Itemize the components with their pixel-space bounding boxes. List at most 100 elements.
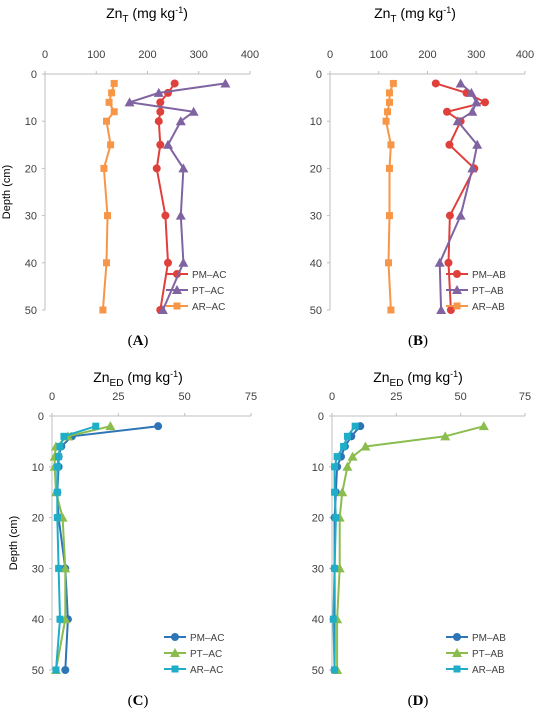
panel-label-close: ) <box>143 693 148 709</box>
title-main: Zn <box>374 5 390 21</box>
x-tick-label: 0 <box>329 391 335 403</box>
data-point <box>342 461 353 471</box>
y-tick-label: 0 <box>316 69 322 81</box>
panel-label: (C) <box>128 693 149 709</box>
data-point <box>175 210 186 220</box>
legend-label: PT–AB <box>472 649 504 660</box>
legend-item: AR–AB <box>446 665 505 676</box>
panel-label: (B) <box>408 333 428 349</box>
data-point <box>466 87 477 97</box>
data-point <box>175 116 186 126</box>
data-point <box>333 453 341 461</box>
data-point <box>452 116 463 126</box>
y-tick-label: 10 <box>310 116 322 128</box>
data-point <box>55 453 63 461</box>
y-axis-label: Depth (cm) <box>8 516 20 570</box>
y-tick-label: 0 <box>31 69 37 81</box>
legend-marker <box>452 648 462 657</box>
data-point <box>471 97 482 107</box>
data-point <box>157 305 168 314</box>
legend-item: PM–AC <box>164 633 224 644</box>
data-point <box>156 107 165 116</box>
title-unit-close: ) <box>451 5 456 21</box>
y-tick-label: 40 <box>312 614 324 626</box>
legend-marker <box>170 648 180 657</box>
y-tick-label: 20 <box>312 513 324 525</box>
legend-marker <box>453 270 461 278</box>
title-unit-superscript: -1 <box>170 369 178 379</box>
legend-label: PT–AC <box>190 649 222 660</box>
panel-label-open: ( <box>408 693 413 709</box>
data-point <box>445 140 454 149</box>
legend-label: PM–AB <box>472 270 506 281</box>
data-point <box>178 257 189 267</box>
x-tick-label: 0 <box>42 49 48 61</box>
chart-panel-a: ZnT (mg kg-1) 0 100 200 300 400 0 10 20 30 40 50 Dep… <box>1 5 259 349</box>
data-point <box>385 164 393 172</box>
title-unit-superscript: -1 <box>450 369 458 379</box>
panel-label: (A) <box>128 333 149 349</box>
series-line <box>336 425 485 670</box>
y-tick-label: 50 <box>32 665 44 677</box>
x-tick-label: 200 <box>418 49 436 61</box>
chart-title: ZnED (mg kg-1) <box>93 369 183 389</box>
data-point <box>385 212 393 220</box>
series-pt-ab <box>434 78 483 314</box>
series-pt-ac <box>124 78 231 314</box>
legend-marker <box>173 302 181 310</box>
data-point <box>107 141 115 149</box>
legend-item: PT–AC <box>166 285 224 297</box>
y-tick-label: 20 <box>25 163 37 175</box>
data-point <box>92 422 100 430</box>
data-point <box>389 79 397 87</box>
legend-marker <box>453 665 461 673</box>
data-point <box>337 487 348 497</box>
legend-marker <box>453 633 461 641</box>
data-point <box>188 106 199 116</box>
title-unit: (mg kg <box>123 369 170 385</box>
data-point <box>385 98 393 106</box>
data-point <box>53 488 61 496</box>
data-point <box>154 117 163 126</box>
title-unit-superscript: -1 <box>175 5 183 15</box>
x-tick-label: 0 <box>327 49 333 61</box>
legend-label: AR–AB <box>472 302 505 313</box>
data-point <box>61 666 70 674</box>
y-tick-label: 10 <box>32 462 44 474</box>
data-point <box>443 107 451 116</box>
legend-marker <box>171 633 179 641</box>
legend-marker <box>452 285 462 294</box>
series-pm-ac <box>152 79 179 314</box>
chart-title: ZnT (mg kg-1) <box>106 5 188 25</box>
data-point <box>360 441 371 451</box>
series-ar-ac <box>52 422 100 674</box>
data-point <box>110 79 118 87</box>
data-point <box>55 564 63 572</box>
y-tick-label: 30 <box>32 563 44 575</box>
series-line <box>438 82 479 311</box>
data-point <box>52 666 60 674</box>
panel-label-letter: A <box>133 333 144 349</box>
title-main: Zn <box>93 369 109 385</box>
data-point <box>104 212 112 220</box>
title-unit-close: ) <box>458 369 463 385</box>
data-point <box>382 117 390 125</box>
panel-label-open: ( <box>128 693 133 709</box>
data-point <box>455 210 466 220</box>
data-point <box>467 106 478 116</box>
panel-label-close: ) <box>423 693 428 709</box>
x-tick-label: 100 <box>370 49 388 61</box>
y-tick-label: 20 <box>32 513 44 525</box>
data-point <box>110 108 118 116</box>
data-point <box>387 306 395 314</box>
series-line <box>155 82 176 311</box>
x-tick-label: 25 <box>112 391 124 403</box>
data-point <box>178 163 189 173</box>
series-line <box>56 425 159 671</box>
data-point <box>60 563 71 573</box>
data-point <box>170 79 179 88</box>
title-subscript: ED <box>390 378 404 389</box>
title-unit-close: ) <box>183 5 188 21</box>
data-point <box>446 306 455 314</box>
data-point <box>156 140 165 149</box>
